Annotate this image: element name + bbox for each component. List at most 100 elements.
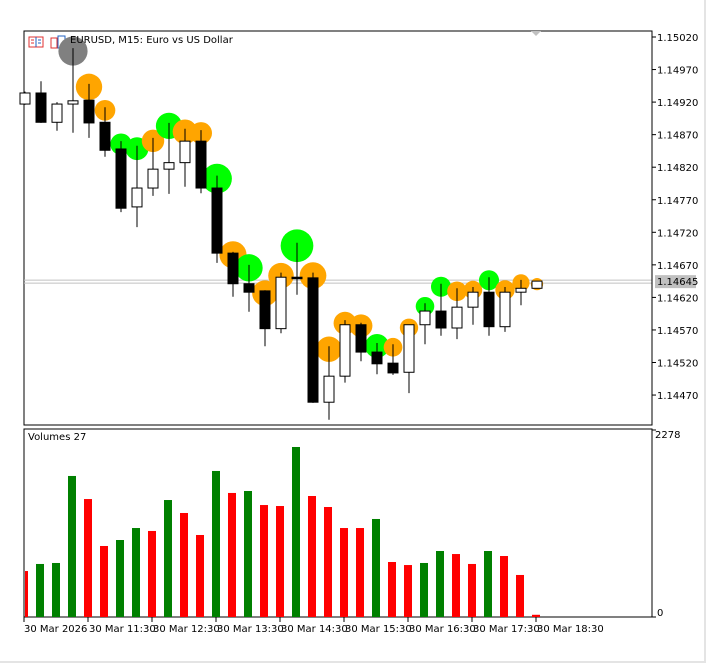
- volume-bar: [212, 470, 220, 617]
- bear-candle-body: [483, 291, 495, 328]
- time-axis-label: 30 Mar 17:30: [473, 624, 540, 635]
- volume-bar: [25, 571, 28, 617]
- bull-candle-body: [451, 306, 463, 329]
- bear-candle-body: [355, 324, 367, 353]
- volume-bar: [260, 505, 268, 617]
- candle: [147, 137, 159, 196]
- bear-candle-body: [307, 277, 319, 403]
- bear-candle-body: [243, 283, 255, 293]
- candle: [259, 290, 271, 347]
- time-axis-label: 30 Mar 16:30: [409, 624, 476, 635]
- candle: [339, 320, 351, 383]
- bull-candle-body: [67, 100, 79, 105]
- volume-panel: [23, 428, 653, 618]
- volume-bar: [340, 528, 348, 617]
- current-price-tag: [655, 275, 696, 289]
- candle: [387, 344, 399, 375]
- volume-bar: [308, 496, 316, 617]
- bear-candle-body: [83, 99, 95, 124]
- candle: [515, 279, 527, 306]
- bull-candle-body: [179, 140, 191, 164]
- volume-bar: [372, 518, 380, 617]
- time-axis-label: 30 Mar 18:30: [537, 624, 604, 635]
- candle: [51, 102, 63, 131]
- price-axis-label: 1.14920: [657, 98, 698, 109]
- time-axis-label: 30 Mar 15:30: [345, 624, 412, 635]
- bull-candle-body: [339, 324, 351, 377]
- volume-bar: [244, 490, 252, 617]
- chart-menu-icon: [28, 36, 44, 48]
- candle: [243, 264, 255, 312]
- time-axis-label: 30 Mar 14:30: [281, 624, 348, 635]
- bear-candle-body: [291, 276, 303, 280]
- bull-candle-body: [147, 168, 159, 189]
- candle: [371, 342, 383, 375]
- price-panel: [23, 30, 653, 426]
- candle: [483, 277, 495, 336]
- bull-candle-body: [515, 287, 527, 293]
- symbol-title: EURUSD, M15: Euro vs US Dollar: [70, 35, 233, 46]
- volume-bar: [484, 551, 492, 617]
- price-axis-label: 1.14620: [657, 293, 698, 304]
- candle: [419, 303, 431, 345]
- volume-indicator-label: Volumes 27: [28, 432, 87, 443]
- bull-candle-body: [499, 291, 511, 328]
- volume-bar: [452, 554, 460, 617]
- price-axis-label: 1.14520: [657, 359, 698, 370]
- chart-shift-marker: [531, 31, 541, 36]
- time-axis-label: 30 Mar 13:30: [217, 624, 284, 635]
- candle: [99, 107, 111, 157]
- volume-bar: [388, 562, 396, 617]
- volume-bar: [468, 563, 476, 617]
- volume-bar: [180, 512, 188, 617]
- price-axis-label: 1.15020: [657, 33, 698, 44]
- volume-bar: [148, 530, 156, 617]
- price-axis-label: 1.14720: [657, 228, 698, 239]
- volume-bar: [84, 499, 92, 617]
- candle: [467, 286, 479, 325]
- price-axis-label: 1.14670: [657, 261, 698, 272]
- price-axis-label: 1.14770: [657, 196, 698, 207]
- volume-bar: [132, 528, 140, 617]
- template-icon-part: [50, 37, 58, 49]
- volume-bar: [500, 556, 508, 617]
- bear-candle-body: [259, 290, 271, 330]
- time-axis-label: 30 Mar 2026: [24, 624, 87, 635]
- volume-bar: [516, 574, 524, 617]
- bear-candle-body: [227, 252, 239, 285]
- candle: [67, 48, 79, 133]
- price-axis-label: 1.14870: [657, 131, 698, 142]
- candle: [355, 322, 367, 362]
- candle: [163, 122, 175, 194]
- bull-candle-body: [467, 291, 479, 308]
- volume-bar: [324, 507, 332, 617]
- current-price-label: 1.14645: [657, 277, 698, 288]
- candle: [131, 145, 143, 228]
- price-axis-label: 1.14970: [657, 66, 698, 77]
- price-axis-label: 1.14470: [657, 391, 698, 402]
- volume-bar: [100, 545, 108, 617]
- candle: [291, 242, 303, 295]
- volume-bar: [116, 540, 124, 617]
- candle: [531, 280, 543, 289]
- bull-candle-body: [419, 310, 431, 326]
- volume-bar: [68, 475, 76, 617]
- volume-bar: [532, 614, 540, 617]
- volume-axis-min: 0: [657, 608, 663, 619]
- volume-bar: [36, 563, 44, 617]
- candle: [227, 251, 239, 297]
- bear-candle-body: [387, 362, 399, 374]
- bear-candle-body: [195, 140, 207, 189]
- volume-bar: [356, 528, 364, 617]
- candle: [179, 128, 191, 187]
- volume-bar: [52, 562, 60, 617]
- chart-window: [0, 0, 706, 663]
- volume-axis-max: 2278: [655, 430, 680, 441]
- candle: [19, 91, 31, 105]
- bull-candle-body: [531, 280, 543, 289]
- bull-candle-body: [131, 187, 143, 208]
- bear-candle-body: [99, 121, 111, 151]
- volume-bar: [276, 506, 284, 617]
- candle: [115, 141, 127, 213]
